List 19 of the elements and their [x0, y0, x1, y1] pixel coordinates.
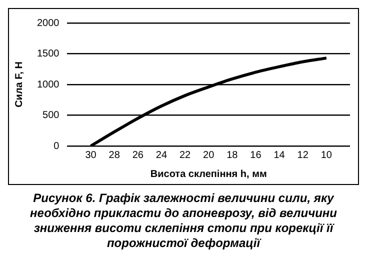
- x-tick-label: 12: [297, 150, 309, 161]
- x-tick-label: 22: [180, 150, 192, 161]
- x-tick-label: 30: [85, 150, 97, 161]
- text: Рисунок 6. Графік залежності величини сили, яку необхідно прикласти до апоневрозу, від величини зниження висоти склепіння стопи при корекції її порожнистої деформації: [29, 191, 338, 251]
- y-tick-label: 0: [54, 140, 60, 152]
- x-tick-label: 24: [156, 150, 168, 161]
- x-tick-label: 16: [250, 150, 262, 161]
- x-tick-label: 20: [203, 150, 215, 161]
- y-tick-label: 2000: [36, 18, 60, 29]
- x-tick-label: 18: [226, 150, 238, 161]
- y-tick-label: 1500: [36, 48, 60, 60]
- y-axis-title: Сила F, Н: [14, 62, 25, 108]
- x-tick-label: 14: [274, 150, 286, 161]
- x-tick-label: 10: [320, 150, 332, 161]
- x-tick-label: 26: [132, 150, 144, 161]
- x-axis-title: Висота склепіння h, мм: [150, 168, 267, 180]
- y-tick-label: 1000: [36, 79, 60, 90]
- y-tick-label: 500: [42, 110, 60, 121]
- x-tick-label: 28: [108, 150, 120, 161]
